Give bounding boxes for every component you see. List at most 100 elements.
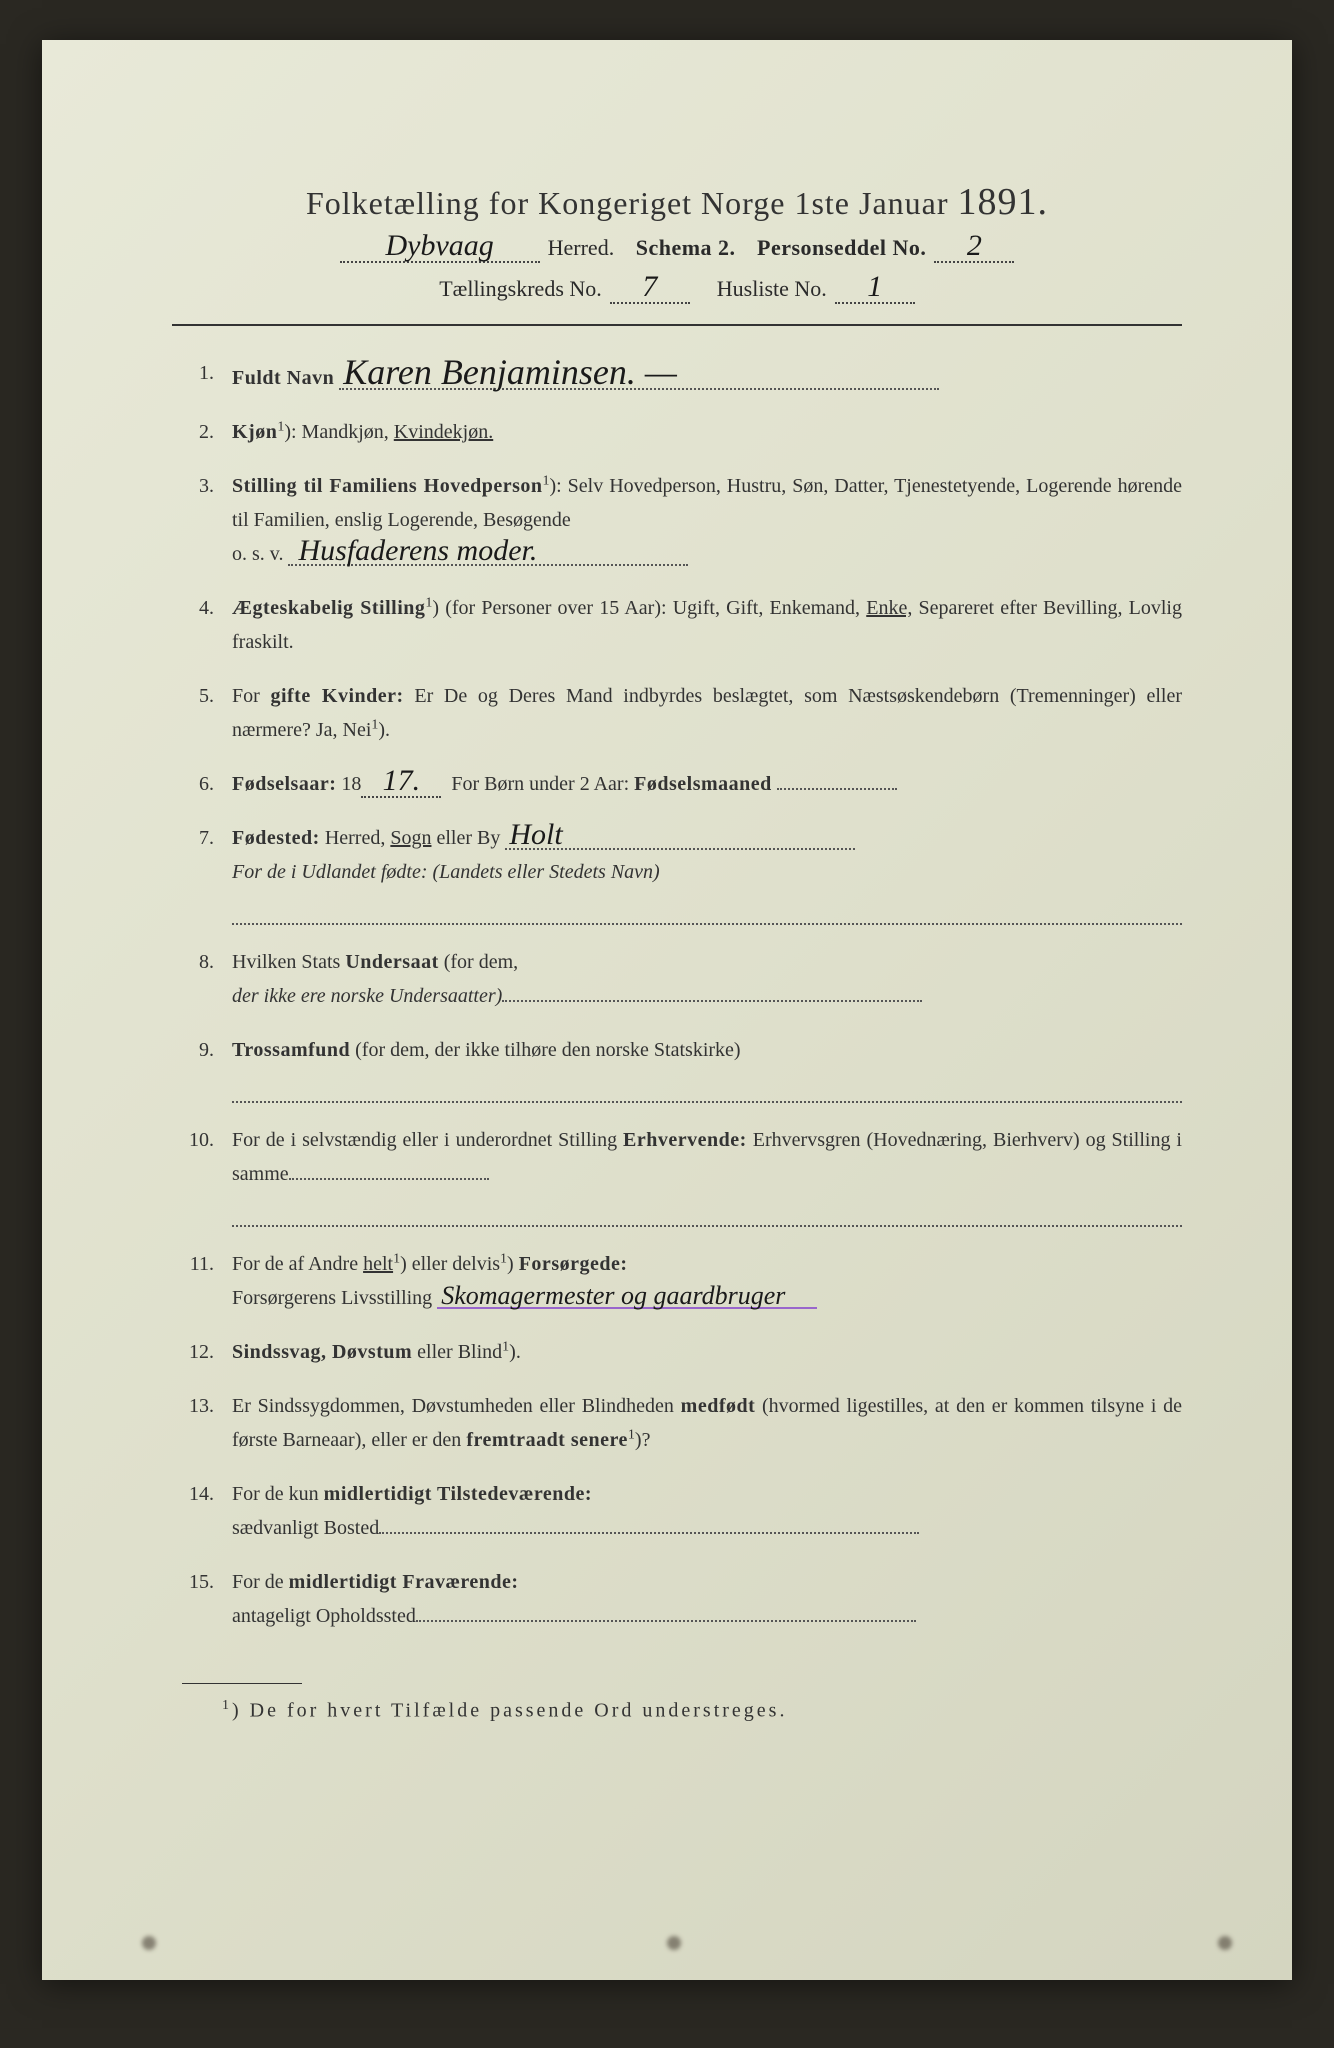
item-14: 14. For de kun midlertidigt Tilstedevære… [182,1477,1182,1545]
selected-value: helt [363,1253,393,1275]
selected-value: Enke, [866,597,912,619]
paper-stain [142,1936,156,1950]
line2-text: antageligt Opholdssted [232,1605,416,1627]
item-num: 7. [182,821,232,925]
item-num: 8. [182,945,232,1013]
item-body: Sindssvag, Døvstum eller Blind1). [232,1335,1182,1369]
item-4: 4. Ægteskabelig Stilling1) (for Personer… [182,591,1182,659]
text: (for dem, [439,951,518,973]
field-label: medfødt [681,1395,756,1417]
herred-value: Dybvaag [340,232,540,263]
text: ) (for Personer over 15 Aar): Ugift, Gif… [432,597,866,619]
item-10: 10. For de i selvstændig eller i underor… [182,1123,1182,1227]
personseddel-label: Personseddel No. [757,235,926,261]
osv-label: o. s. v. [232,543,283,565]
item-body: Fødested: Herred, Sogn eller By Holt For… [232,821,1182,925]
field-label: Kjøn [232,421,277,443]
form-header: Folketælling for Kongeriget Norge 1ste J… [172,180,1182,304]
relation-value: Husfaderens moder. [288,537,688,566]
text: ) eller delvis [400,1253,500,1275]
field-label: Fødselsmaaned [634,773,772,795]
field-label: Fødested: [232,827,320,849]
text: For de af Andre [232,1253,363,1275]
field-label: Sindssvag, Døvstum [232,1341,412,1363]
text: ): Mandkjøn, [284,421,393,443]
text: Er Sindssygdommen, Døvstumheden eller Bl… [232,1395,681,1417]
blank-line [232,1195,1182,1227]
provider-occupation-value: Skomagermester og gaardbruger [437,1284,817,1309]
blank-line [232,893,1182,925]
selected-value: Sogn [390,827,431,849]
line2-label: Forsørgerens Livsstilling [232,1287,432,1309]
text: Herred, [320,827,391,849]
blank-field [416,1620,916,1622]
item-body: For gifte Kvinder: Er De og Deres Mand i… [232,679,1182,747]
item-num: 13. [182,1389,232,1457]
item-num: 1. [182,356,232,395]
text: (for dem, der ikke tilhøre den norske St… [350,1039,740,1061]
field-label: Undersaat [345,951,438,973]
husliste-value: 1 [835,273,915,304]
item-body: Hvilken Stats Undersaat (for dem, der ik… [232,945,1182,1013]
footnote: 1) De for hvert Tilfælde passende Ord un… [172,1698,1182,1723]
item-body: Trossamfund (for dem, der ikke tilhøre d… [232,1033,1182,1103]
paper-stain [1218,1936,1232,1950]
birthplace-value: Holt [505,821,855,850]
field-label: Erhvervende: [623,1129,747,1151]
item-num: 3. [182,469,232,571]
field-label: Ægteskabelig Stilling [232,597,425,619]
blank-line [232,1071,1182,1103]
item-num: 10. [182,1123,232,1227]
item-num: 12. [182,1335,232,1369]
footnote-ref: 1 [500,1251,507,1266]
field-label: Stilling til Familiens Hovedperson [232,475,542,497]
husliste-label: Husliste No. [717,276,827,302]
item-15: 15. For de midlertidigt Fraværende: anta… [182,1565,1182,1633]
text: Hvilken Stats [232,951,345,973]
schema-label: Schema 2. [636,235,736,261]
main-title: Folketælling for Kongeriget Norge 1ste J… [172,180,1182,224]
item-13: 13. Er Sindssygdommen, Døvstumheden elle… [182,1389,1182,1457]
kreds-line: Tællingskreds No. 7 Husliste No. 1 [172,273,1182,304]
item-num: 14. [182,1477,232,1545]
item-7: 7. Fødested: Herred, Sogn eller By Holt … [182,821,1182,925]
census-form-page: Folketælling for Kongeriget Norge 1ste J… [42,40,1292,1980]
herred-line: Dybvaag Herred. Schema 2. Personseddel N… [172,232,1182,263]
blank-field [379,1532,919,1534]
text: For de [232,1571,289,1593]
form-items: 1. Fuldt Navn Karen Benjaminsen. — 2. Kj… [172,356,1182,1633]
footnote-marker: 1 [222,1698,232,1713]
text: ). [509,1341,521,1363]
title-text: Folketælling for Kongeriget Norge 1ste J… [306,185,949,221]
birth-year-value: 17. [361,767,441,798]
item-2: 2. Kjøn1): Mandkjøn, Kvindekjøn. [182,415,1182,449]
item-body: Er Sindssygdommen, Døvstumheden eller Bl… [232,1389,1182,1457]
field-label: Trossamfund [232,1039,350,1061]
item-body: For de kun midlertidigt Tilstedeværende:… [232,1477,1182,1545]
kreds-value: 7 [610,273,690,304]
item-num: 2. [182,415,232,449]
text: For Børn under 2 Aar: [451,773,629,795]
item-3: 3. Stilling til Familiens Hovedperson1):… [182,469,1182,571]
blank-field [502,1000,922,1002]
item-11: 11. For de af Andre helt1) eller delvis1… [182,1247,1182,1315]
item-num: 6. [182,767,232,801]
text: ). [378,719,390,741]
field-label: fremtraadt senere [466,1429,628,1451]
item-9: 9. Trossamfund (for dem, der ikke tilhør… [182,1033,1182,1103]
field-label: Forsørgede: [519,1253,628,1275]
item-body: Ægteskabelig Stilling1) (for Personer ov… [232,591,1182,659]
item-8: 8. Hvilken Stats Undersaat (for dem, der… [182,945,1182,1013]
text: For de kun [232,1483,324,1505]
field-label: midlertidigt Tilstedeværende: [324,1483,592,1505]
item-body: For de af Andre helt1) eller delvis1) Fo… [232,1247,1182,1315]
item-body: Fuldt Navn Karen Benjaminsen. — [232,356,1182,395]
field-label: gifte Kvinder: [270,685,403,707]
blank-field [289,1178,489,1180]
kreds-label: Tællingskreds No. [439,276,602,302]
item-body: Kjøn1): Mandkjøn, Kvindekjøn. [232,415,1182,449]
text: For [232,685,270,707]
year-prefix: 18 [341,773,361,795]
text: )? [635,1429,651,1451]
item-body: For de i selvstændig eller i underordnet… [232,1123,1182,1227]
